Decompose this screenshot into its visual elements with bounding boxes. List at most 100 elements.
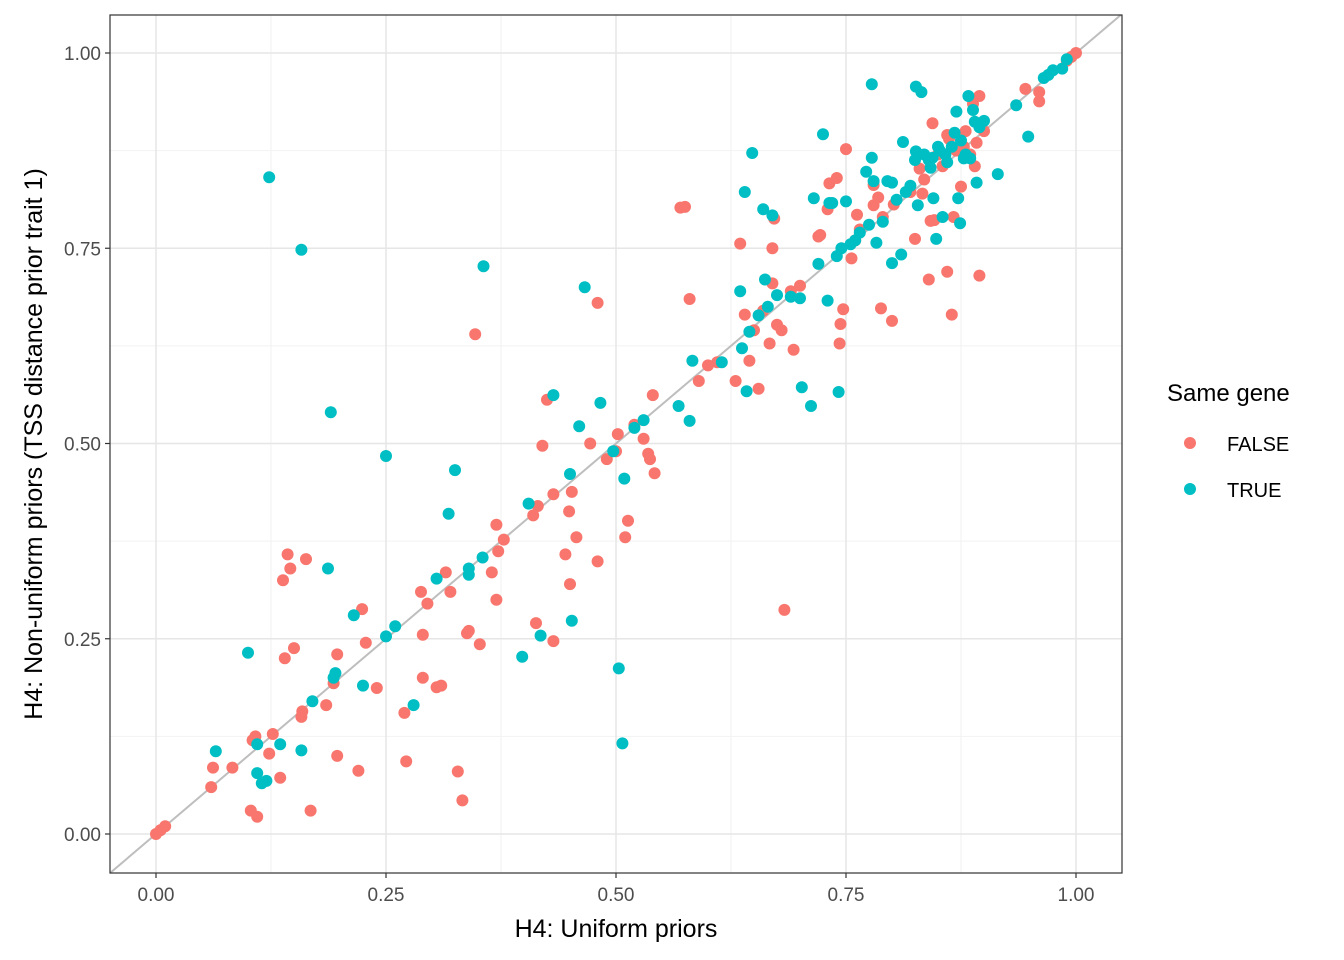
x-tick-label: 0.75 xyxy=(828,885,865,906)
data-point-false xyxy=(830,172,843,184)
data-point-true xyxy=(761,300,774,313)
data-point-true xyxy=(927,192,940,205)
data-point-false xyxy=(444,585,457,598)
data-point-false xyxy=(775,324,788,337)
data-point-false xyxy=(263,747,276,760)
data-point-false xyxy=(778,603,791,616)
data-point-false xyxy=(492,545,505,558)
data-point-false xyxy=(288,642,300,655)
data-point-true xyxy=(738,186,751,198)
data-point-false xyxy=(416,628,429,641)
data-point-true xyxy=(263,171,276,184)
legend-key-false xyxy=(1184,437,1196,449)
data-point-false xyxy=(226,761,239,774)
data-point-false xyxy=(945,308,958,321)
data-point-true xyxy=(430,572,443,585)
data-point-true xyxy=(740,385,753,398)
data-point-true xyxy=(784,290,797,303)
data-point-true xyxy=(476,551,489,564)
data-point-false xyxy=(679,200,691,213)
data-point-false xyxy=(973,90,986,102)
data-points xyxy=(150,47,1082,840)
data-point-false xyxy=(872,191,885,204)
data-point-false xyxy=(918,173,931,186)
data-point-true xyxy=(924,161,937,174)
data-point-false xyxy=(469,328,482,341)
data-point-false xyxy=(205,781,218,794)
data-point-true xyxy=(807,192,820,205)
y-tick-label: 0.00 xyxy=(64,825,101,846)
data-point-true xyxy=(1056,62,1069,75)
axes: 0.00 0.25 0.50 0.75 1.00 0.00 0.25 0.50 0.75 1.00 xyxy=(64,44,1094,906)
data-point-false xyxy=(356,603,369,616)
data-point-false xyxy=(875,302,887,315)
data-point-true xyxy=(251,767,264,780)
data-point-true xyxy=(941,156,954,169)
data-point-true xyxy=(970,176,983,189)
data-point-true xyxy=(978,114,990,127)
data-point-false xyxy=(738,308,751,321)
data-point-false xyxy=(320,699,333,712)
data-point-false xyxy=(840,143,852,156)
data-point-false xyxy=(531,500,544,512)
data-point-false xyxy=(266,728,279,740)
data-point-true xyxy=(380,630,392,643)
data-point-true xyxy=(516,650,529,663)
data-point-false xyxy=(794,279,806,292)
data-point-true xyxy=(612,662,625,675)
data-point-false xyxy=(473,638,486,651)
data-point-true xyxy=(628,421,641,434)
data-point-false xyxy=(941,265,954,278)
data-point-true xyxy=(863,218,875,231)
data-point-false xyxy=(611,428,624,441)
data-point-false xyxy=(281,548,294,561)
data-point-true xyxy=(746,147,759,159)
data-point-false xyxy=(159,820,172,833)
data-point-false xyxy=(359,636,372,649)
data-point-true xyxy=(260,774,273,787)
data-point-true xyxy=(1022,130,1035,143)
data-point-true xyxy=(991,168,1004,181)
data-point-true xyxy=(564,468,576,480)
data-point-true xyxy=(967,104,979,116)
data-point-false xyxy=(584,437,597,450)
data-point-false xyxy=(646,389,659,402)
data-point-true xyxy=(573,420,586,433)
data-point-false xyxy=(702,359,714,372)
data-point-true xyxy=(1060,53,1073,66)
data-point-true xyxy=(895,248,908,261)
data-point-true xyxy=(771,289,783,302)
data-point-true xyxy=(766,209,779,222)
data-point-false xyxy=(207,761,219,774)
data-point-true xyxy=(295,744,308,757)
data-point-true xyxy=(886,176,898,189)
data-point-true xyxy=(618,472,631,485)
data-point-false xyxy=(763,337,776,350)
identity-reference-line xyxy=(109,14,1122,874)
data-point-false xyxy=(834,318,847,330)
data-point-true xyxy=(945,140,958,153)
data-point-false xyxy=(837,303,850,316)
data-point-false xyxy=(886,314,898,327)
legend: Same gene FALSE TRUE xyxy=(1167,380,1290,502)
data-point-true xyxy=(686,354,699,367)
data-point-false xyxy=(973,269,986,282)
data-point-false xyxy=(591,296,604,309)
data-point-false xyxy=(490,593,503,606)
data-point-false xyxy=(970,136,983,149)
data-point-false xyxy=(1033,95,1046,108)
data-point-false xyxy=(536,439,549,452)
data-point-true xyxy=(380,450,392,462)
data-point-false xyxy=(916,187,929,200)
data-point-false xyxy=(752,382,765,395)
data-point-false xyxy=(415,585,427,598)
data-point-true xyxy=(295,243,308,256)
data-point-true xyxy=(915,86,928,99)
data-point-true xyxy=(826,197,839,209)
data-point-true xyxy=(954,217,967,230)
data-point-false xyxy=(570,531,583,544)
data-point-true xyxy=(565,614,578,627)
data-point-false xyxy=(251,810,264,823)
data-point-true xyxy=(616,737,629,750)
